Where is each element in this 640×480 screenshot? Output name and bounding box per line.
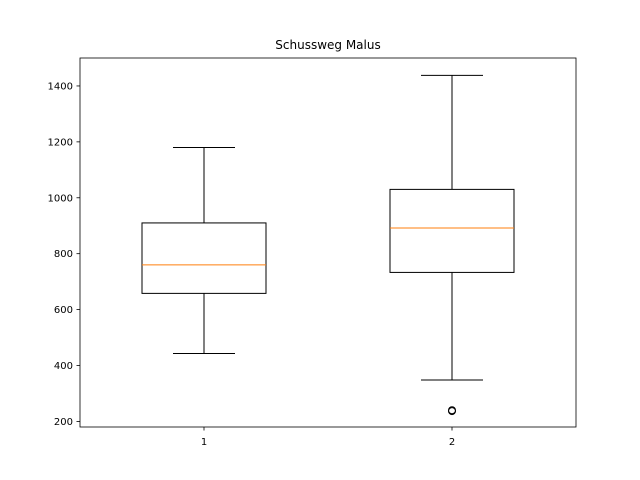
plot-area: [79, 57, 577, 428]
box-1: [141, 146, 267, 354]
y-tick-label: 1200: [48, 137, 73, 148]
box-2: [389, 74, 515, 416]
boxes: [141, 74, 515, 416]
y-tick-label: 600: [54, 305, 73, 316]
y-tick-label: 1400: [48, 81, 73, 92]
y-tick-label: 200: [54, 417, 73, 428]
y-tick-label: 1000: [48, 193, 73, 204]
iqr-box: [141, 222, 267, 294]
x-tick-label: 1: [201, 437, 207, 448]
chart-title: Schussweg Malus: [275, 38, 380, 52]
outlier-point: [448, 406, 456, 415]
iqr-box: [389, 188, 515, 273]
y-tick-label: 800: [54, 249, 73, 260]
x-tick-label: 2: [449, 437, 455, 448]
y-tick-label: 400: [54, 361, 73, 372]
y-axis: 200 400 600 800 1000 1200 1400: [48, 81, 80, 428]
